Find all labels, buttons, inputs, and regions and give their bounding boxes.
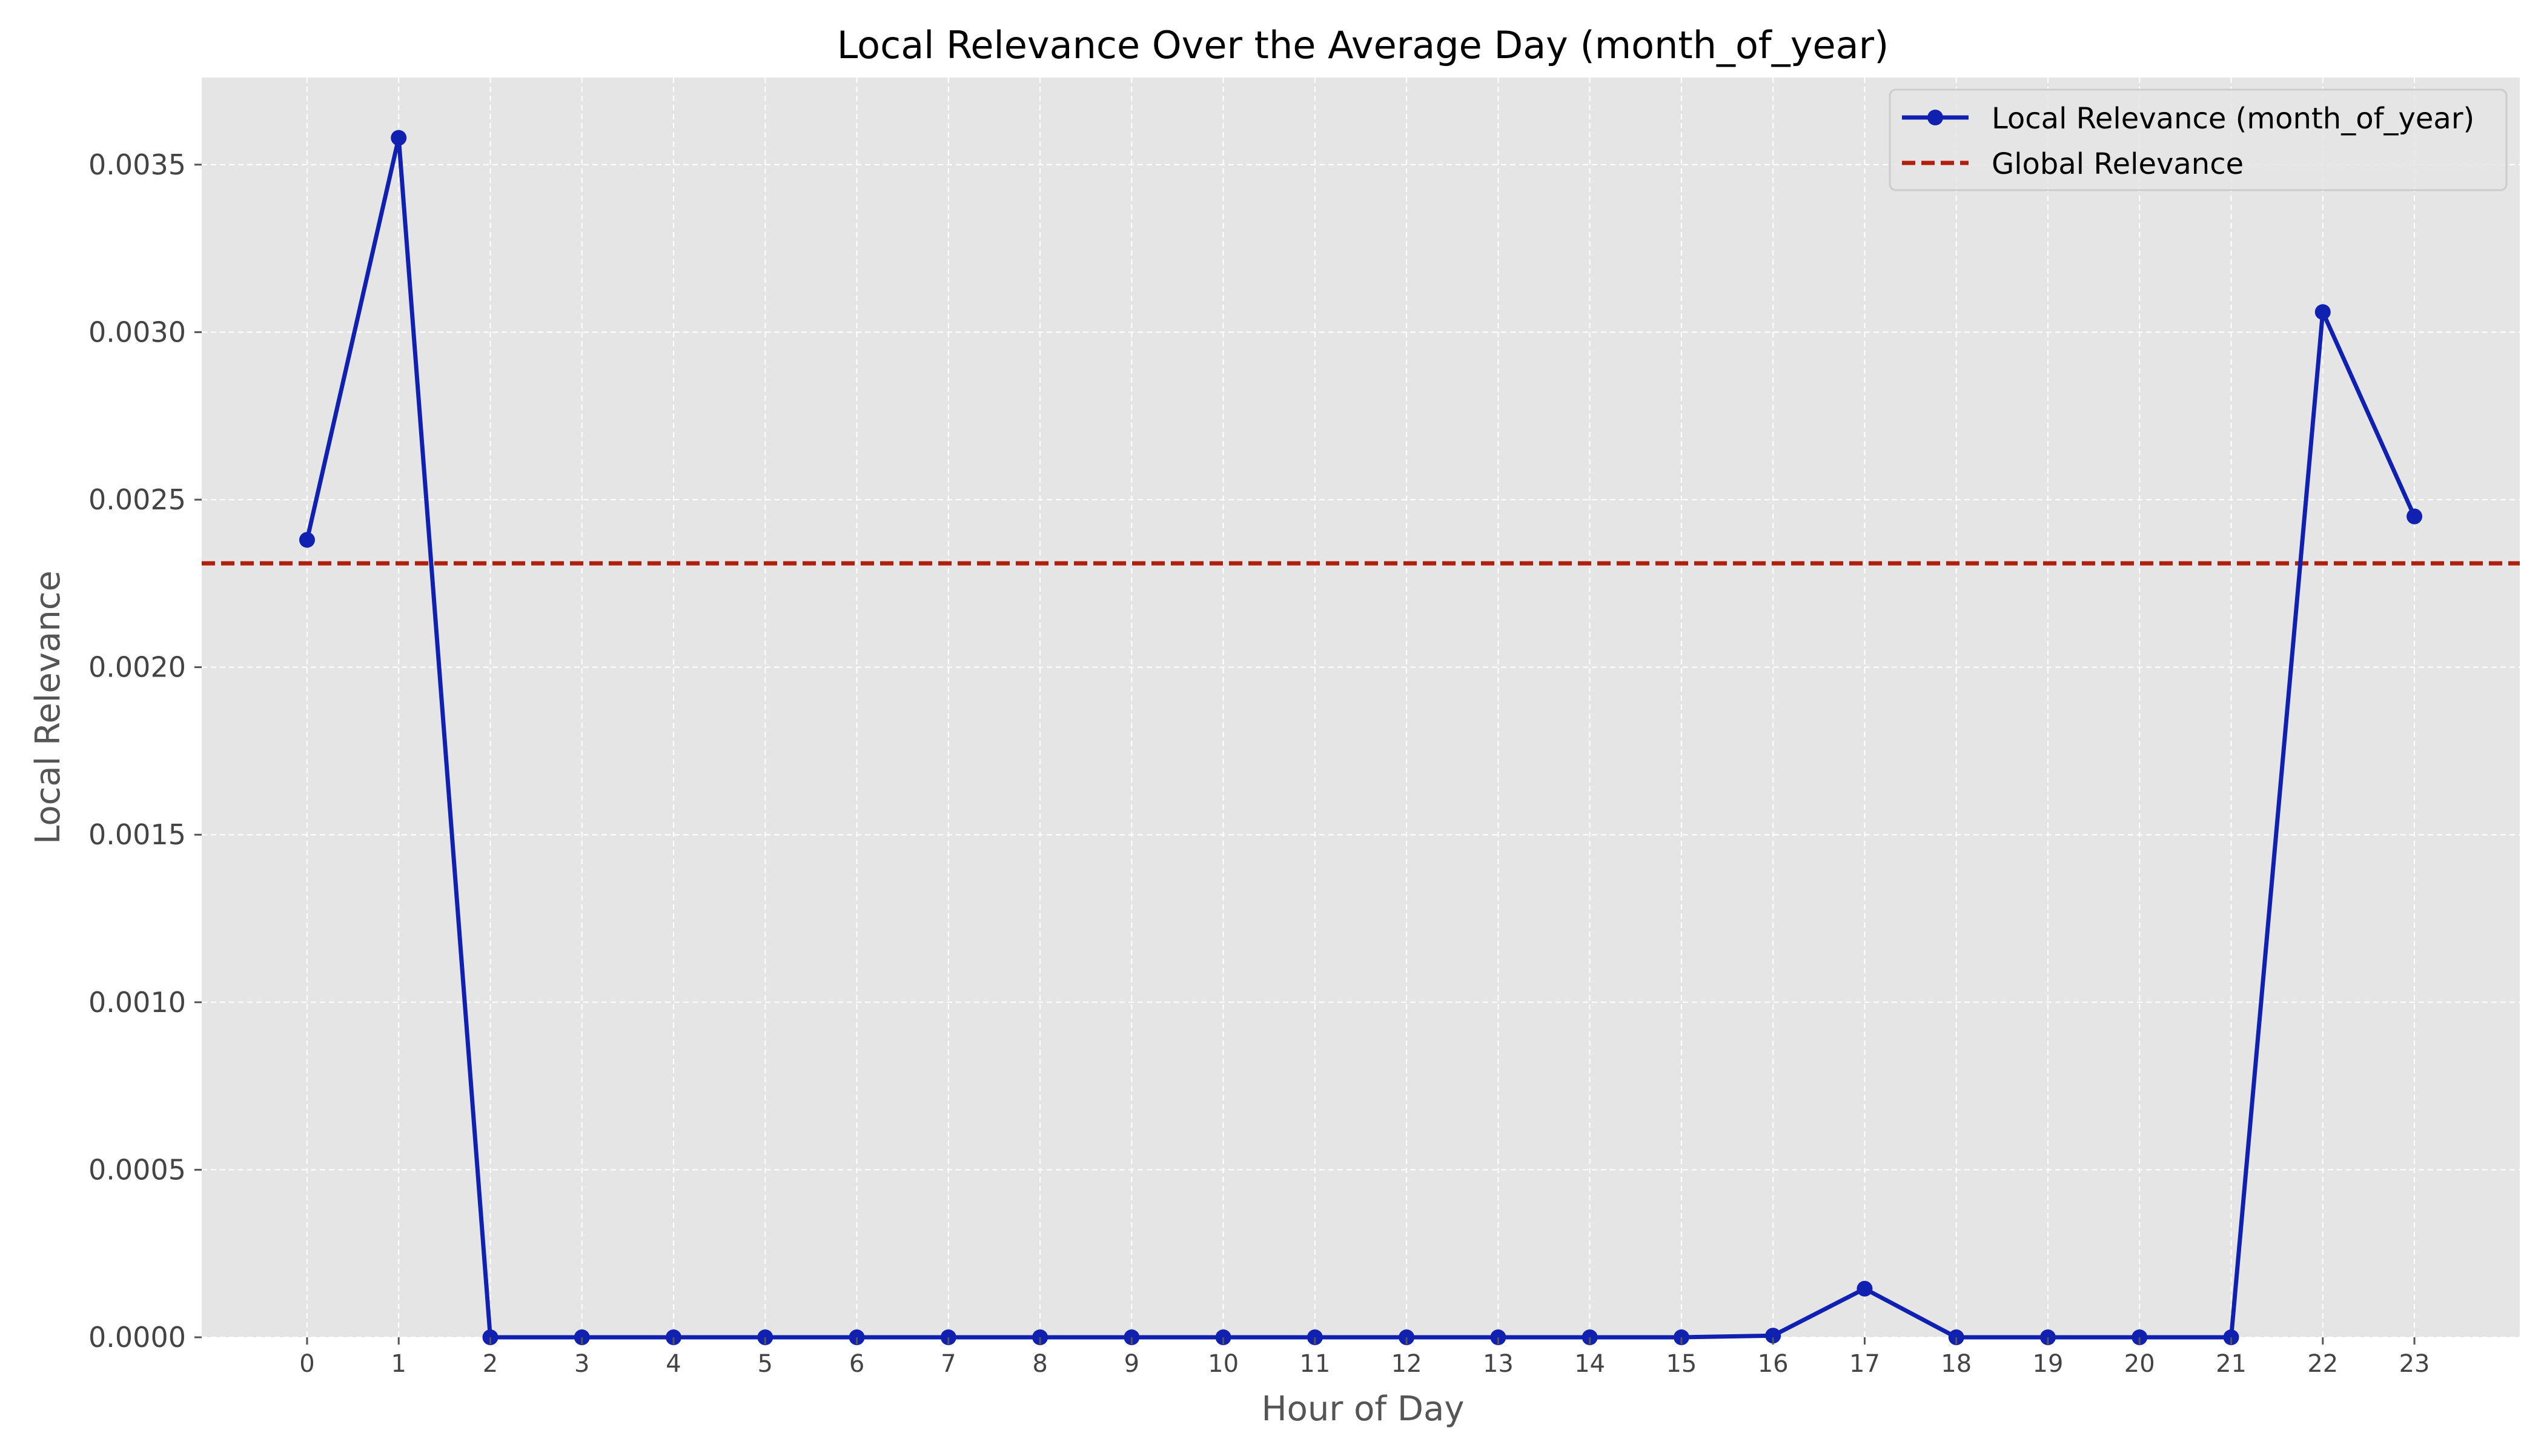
x-tick-label: 14 [1574,1350,1605,1378]
x-tick-label: 16 [1758,1350,1789,1378]
x-tick-label: 2 [483,1350,498,1378]
x-tick-label: 12 [1391,1350,1422,1378]
y-tick-label: 0.0005 [88,1153,186,1186]
y-tick-label: 0.0025 [88,483,186,516]
x-tick-label: 5 [758,1350,773,1378]
y-tick-label: 0.0035 [88,148,186,181]
x-tick-label: 23 [2399,1350,2430,1378]
x-tick-label: 9 [1124,1350,1139,1378]
x-tick-label: 13 [1483,1350,1514,1378]
legend-series-label: Local Relevance (month_of_year) [1992,102,2474,136]
x-tick-label: 15 [1666,1350,1697,1378]
data-point [2314,304,2331,320]
legend: Local Relevance (month_of_year) Global R… [1889,88,2508,191]
x-tick-label: 21 [2216,1350,2247,1378]
legend-series-marker [1927,110,1943,125]
x-tick-label: 1 [391,1350,406,1378]
data-point [1857,1280,1873,1297]
y-tick-label: 0.0015 [88,818,186,851]
x-axis-ticks: 0 1 2 3 4 5 6 7 8 9 10 11 12 13 14 15 16 17 18 19 20 21 22 23 [299,1337,2430,1378]
x-axis-label: Hour of Day [1261,1389,1464,1429]
legend-box [1889,88,2508,191]
x-tick-label: 17 [1849,1350,1880,1378]
y-tick-label: 0.0000 [88,1321,186,1354]
grid [202,78,2520,1338]
data-point [2407,508,2423,524]
x-tick-label: 3 [574,1350,589,1378]
x-tick-label: 7 [941,1350,956,1378]
x-tick-label: 22 [2307,1350,2338,1378]
legend-reference-label: Global Relevance [1992,147,2244,181]
y-tick-label: 0.0010 [88,986,186,1019]
x-tick-label: 4 [666,1350,681,1378]
x-tick-label: 19 [2033,1350,2064,1378]
y-tick-label: 0.0020 [88,651,186,684]
data-point [391,130,407,146]
y-tick-label: 0.0030 [88,316,186,348]
plot-area [202,78,2520,1337]
y-axis-ticks: 0.0000 0.0005 0.0010 0.0015 0.0020 0.0025 0.00… [88,148,202,1354]
x-tick-label: 18 [1941,1350,1972,1378]
x-tick-label: 20 [2124,1350,2155,1378]
x-tick-label: 11 [1299,1350,1330,1378]
data-point [299,532,315,548]
series-line [305,136,2417,1340]
chart-title: Local Relevance Over the Average Day (mo… [837,23,1889,67]
y-axis-label: Local Relevance [28,571,68,844]
x-tick-label: 8 [1032,1350,1047,1378]
x-tick-label: 0 [299,1350,314,1378]
x-tick-label: 10 [1208,1350,1239,1378]
data-point [1765,1328,1781,1344]
x-tick-label: 6 [849,1350,864,1378]
